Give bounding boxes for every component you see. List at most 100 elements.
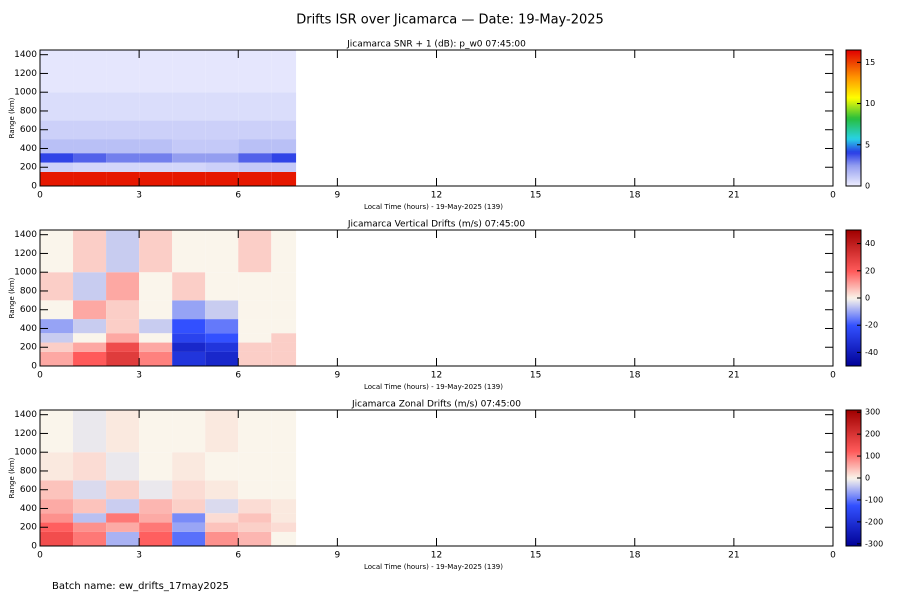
colorbar-swatch bbox=[846, 492, 861, 495]
colorbar-swatch bbox=[846, 120, 861, 123]
colorbar-tick-label: 200 bbox=[865, 430, 880, 439]
x-tick-label: 15 bbox=[530, 551, 541, 561]
colorbar-swatch bbox=[846, 484, 861, 487]
colorbar-swatch bbox=[846, 270, 861, 273]
heatmap-cell bbox=[40, 333, 74, 343]
heatmap-cell bbox=[238, 513, 272, 523]
heatmap-cell bbox=[271, 522, 297, 532]
panel-title: Jicamarca Vertical Drifts (m/s) 07:45:00 bbox=[347, 220, 526, 230]
colorbar-swatch bbox=[846, 160, 861, 163]
colorbar-swatch bbox=[846, 182, 861, 185]
colorbar-swatch bbox=[846, 414, 861, 417]
x-tick-label: 12 bbox=[431, 371, 442, 381]
colorbar-swatch bbox=[846, 276, 861, 279]
heatmap-cell bbox=[205, 531, 239, 546]
heatmap-cell bbox=[73, 499, 107, 514]
colorbar-tick-label: 40 bbox=[865, 239, 875, 248]
heatmap-cell bbox=[73, 272, 107, 301]
colorbar-swatch bbox=[846, 158, 861, 161]
colorbar-swatch bbox=[846, 288, 861, 291]
heatmap-cell bbox=[238, 522, 272, 532]
heatmap-cell bbox=[238, 410, 272, 453]
colorbar-swatch bbox=[846, 248, 861, 251]
y-tick-label: 1000 bbox=[14, 268, 37, 278]
colorbar-swatch bbox=[846, 274, 861, 277]
heatmap-cell bbox=[205, 452, 239, 481]
colorbar-swatch bbox=[846, 298, 861, 301]
heatmap-cell bbox=[106, 153, 140, 163]
heatmap-cell bbox=[238, 272, 272, 301]
colorbar-swatch bbox=[846, 292, 861, 295]
panel-title: Jicamarca SNR + 1 (dB): p_w0 07:45:00 bbox=[346, 40, 526, 50]
colorbar-swatch bbox=[846, 242, 861, 245]
heatmap-cell bbox=[271, 333, 297, 343]
colorbar-swatch bbox=[846, 358, 861, 361]
colorbar-swatch bbox=[846, 434, 861, 437]
colorbar-swatch bbox=[846, 412, 861, 415]
y-tick-label: 1000 bbox=[14, 448, 37, 458]
heatmap-cell bbox=[271, 513, 297, 523]
colorbar-swatch bbox=[846, 178, 861, 181]
colorbar-swatch bbox=[846, 318, 861, 321]
heatmap-cell bbox=[271, 50, 297, 93]
x-tick-label: 9 bbox=[335, 371, 341, 381]
x-axis-label: Local Time (hours) - 19-May-2025 (139) bbox=[364, 203, 503, 211]
y-tick-label: 1400 bbox=[14, 410, 37, 420]
y-tick-label: 1400 bbox=[14, 50, 37, 60]
colorbar-swatch bbox=[846, 340, 861, 343]
x-axis-label: Local Time (hours) - 19-May-2025 (139) bbox=[364, 563, 503, 571]
heatmap-cell bbox=[73, 522, 107, 532]
colorbar-swatch bbox=[846, 422, 861, 425]
colorbar-swatch bbox=[846, 302, 861, 305]
colorbar-tick-label: 0 bbox=[865, 474, 870, 483]
colorbar-swatch bbox=[846, 476, 861, 479]
colorbar-swatch bbox=[846, 70, 861, 73]
colorbar-swatch bbox=[846, 528, 861, 531]
x-tick-label: 3 bbox=[136, 371, 142, 381]
heatmap-cell bbox=[238, 300, 272, 320]
colorbar-swatch bbox=[846, 234, 861, 237]
colorbar-swatch bbox=[846, 486, 861, 489]
y-tick-label: 600 bbox=[20, 125, 37, 135]
heatmap-cell bbox=[172, 531, 206, 546]
y-tick-label: 1000 bbox=[14, 88, 37, 98]
colorbar-swatch bbox=[846, 58, 861, 61]
heatmap-cell bbox=[205, 92, 239, 121]
x-tick-label: 12 bbox=[431, 551, 442, 561]
heatmap-cell bbox=[106, 342, 140, 352]
heatmap-cell bbox=[73, 319, 107, 334]
colorbar-swatch bbox=[846, 284, 861, 287]
colorbar-tick-label: 100 bbox=[865, 452, 880, 461]
colorbar-tick-label: 0 bbox=[865, 294, 870, 303]
heatmap-cell bbox=[106, 92, 140, 121]
heatmap-cell bbox=[238, 50, 272, 93]
colorbar-swatch bbox=[846, 508, 861, 511]
heatmap-cell bbox=[139, 522, 173, 532]
colorbar-swatch bbox=[846, 260, 861, 263]
heatmap-cell bbox=[40, 410, 74, 453]
heatmap-cell bbox=[139, 162, 173, 172]
heatmap-cell bbox=[139, 333, 173, 343]
heatmap-cell bbox=[106, 139, 140, 154]
colorbar-swatch bbox=[846, 272, 861, 275]
heatmap-cell bbox=[40, 139, 74, 154]
colorbar-swatch bbox=[846, 78, 861, 81]
colorbar-swatch bbox=[846, 262, 861, 265]
colorbar-swatch bbox=[846, 294, 861, 297]
heatmap-cell bbox=[172, 480, 206, 500]
heatmap-cell bbox=[73, 92, 107, 121]
heatmap-cell bbox=[238, 480, 272, 500]
heatmap-cell bbox=[139, 342, 173, 352]
heatmap-cell bbox=[106, 171, 140, 186]
y-axis-label: Range (km) bbox=[8, 457, 16, 498]
colorbar-swatch bbox=[846, 306, 861, 309]
colorbar-swatch bbox=[846, 332, 861, 335]
heatmap-cell bbox=[271, 480, 297, 500]
heatmap-cell bbox=[40, 522, 74, 532]
heatmap-cell bbox=[205, 300, 239, 320]
heatmap-cell bbox=[172, 153, 206, 163]
colorbar-swatch bbox=[846, 444, 861, 447]
x-tick-label: 6 bbox=[235, 551, 241, 561]
colorbar-swatch bbox=[846, 72, 861, 75]
colorbar-swatch bbox=[846, 342, 861, 345]
